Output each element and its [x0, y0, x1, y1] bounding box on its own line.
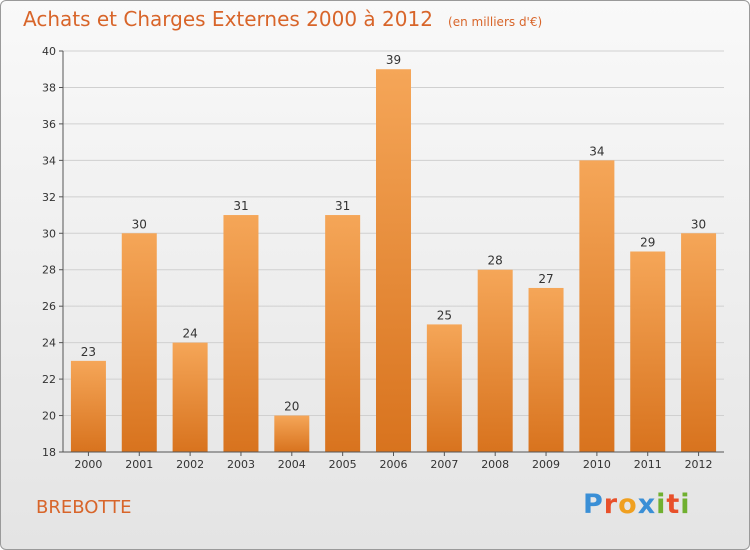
y-tick-label: 32	[42, 191, 56, 204]
bar	[426, 324, 462, 452]
y-tick-label: 24	[42, 337, 56, 350]
bar	[325, 215, 361, 452]
logo-letter: x	[637, 489, 657, 520]
bar-value-label: 34	[589, 144, 604, 158]
bar	[172, 342, 208, 452]
bar-value-label: 28	[488, 254, 503, 268]
chart-title: Achats et Charges Externes 2000 à 2012	[23, 7, 433, 31]
x-tick-label: 2001	[125, 458, 153, 471]
axes: 18 20 22 24 26 28 30 32 34 36 38 40 2000 2001 2002 2003…	[42, 45, 724, 471]
bar-value-label: 20	[284, 400, 299, 414]
title-row: Achats et Charges Externes 2000 à 2012 (…	[23, 7, 542, 31]
bar-value-label: 30	[132, 217, 147, 231]
bar-value-label: 31	[335, 199, 350, 213]
bar-value-label: 29	[640, 236, 655, 250]
logo-letter: t	[666, 489, 681, 520]
y-tick-label: 28	[42, 264, 56, 277]
chart-subtitle: (en milliers d'€)	[448, 15, 543, 29]
x-tick-label: 2003	[227, 458, 255, 471]
y-tick-label: 38	[42, 81, 56, 94]
y-tick-label: 18	[42, 446, 56, 459]
logo-letter: o	[618, 489, 638, 520]
logo-letter: P	[583, 489, 604, 520]
bar	[579, 160, 615, 452]
bar-value-label: 39	[386, 53, 401, 67]
logo-letter: i	[680, 489, 691, 520]
bar	[681, 233, 717, 452]
y-tick-label: 36	[42, 118, 56, 131]
logo-letter: i	[656, 489, 667, 520]
bar-value-label: 24	[182, 327, 197, 341]
bar-value-label: 31	[233, 199, 248, 213]
bar	[630, 251, 666, 452]
bar	[121, 233, 157, 452]
y-tick-label: 30	[42, 227, 56, 240]
x-tick-label: 2000	[74, 458, 102, 471]
x-tick-label: 2012	[685, 458, 713, 471]
commune-name: BREBOTTE	[36, 497, 132, 518]
bar	[70, 360, 106, 452]
proxiti-logo[interactable]: Proxiti	[583, 489, 691, 520]
x-tick-label: 2010	[583, 458, 611, 471]
x-tick-label: 2005	[329, 458, 357, 471]
bar	[376, 69, 411, 453]
x-tick-label: 2002	[176, 458, 204, 471]
y-tick-label: 26	[42, 300, 56, 313]
x-tick-label: 2007	[430, 458, 458, 471]
y-tick-label: 20	[42, 410, 56, 423]
bar-value-label: 27	[538, 272, 553, 286]
bar	[477, 269, 513, 452]
y-tick-label: 40	[42, 45, 56, 58]
bar-value-label: 23	[81, 345, 96, 359]
x-tick-label: 2004	[278, 458, 306, 471]
bars: 23 30 24 31 20 31 39 25 28 27 34 29 30	[70, 53, 717, 453]
bar	[528, 287, 564, 452]
x-tick-label: 2011	[634, 458, 662, 471]
y-tick-label: 22	[42, 373, 56, 386]
y-tick-label: 34	[42, 154, 56, 167]
bar	[223, 215, 259, 452]
x-tick-label: 2006	[380, 458, 408, 471]
logo-letter: r	[603, 489, 619, 520]
bar	[274, 415, 310, 452]
x-tick-label: 2008	[481, 458, 509, 471]
bar-value-label: 30	[691, 217, 706, 231]
x-tick-label: 2009	[532, 458, 560, 471]
bar-value-label: 25	[437, 308, 452, 322]
